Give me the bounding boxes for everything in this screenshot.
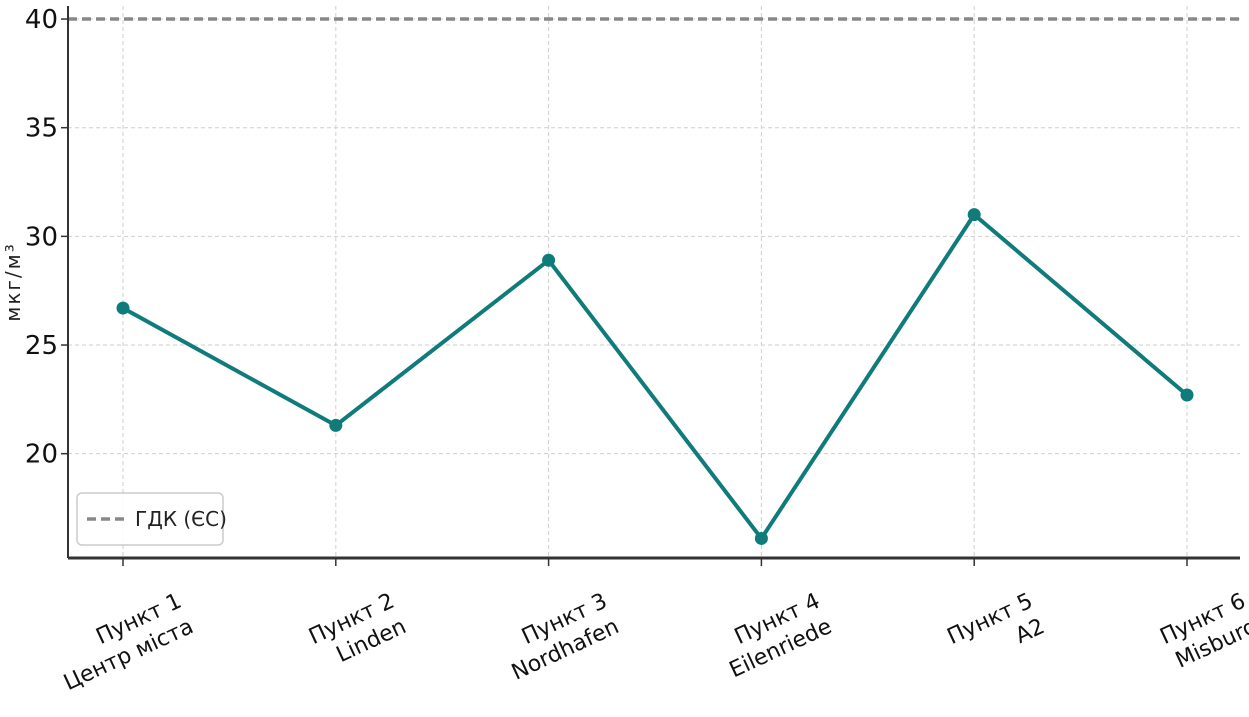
legend-box — [76, 492, 224, 546]
data-point — [754, 531, 768, 545]
y-tick-label: 20 — [25, 440, 58, 470]
series-group — [116, 208, 1194, 545]
x-tick-label: Пункт 1Центр міста — [48, 589, 197, 696]
x-tick-label: Пункт 4Eilenriede — [714, 589, 836, 683]
legend: ГДК (ЄС) — [76, 492, 227, 546]
y-tick-label: 40 — [25, 5, 58, 35]
y-tick-label: 30 — [25, 222, 58, 252]
y-tick-label: 35 — [25, 114, 58, 144]
legend-label: ГДК (ЄС) — [135, 507, 227, 531]
series-line — [122, 212, 1189, 541]
y-tick-label: 25 — [25, 331, 58, 361]
data-point — [542, 253, 556, 267]
x-tick-label: Пункт 2Linden — [305, 589, 410, 676]
x-tick-label: Пункт 3Nordhafen — [496, 589, 623, 686]
data-point — [967, 208, 981, 222]
axes — [67, 6, 1240, 560]
x-tick-label: Пункт 6Misburg — [1156, 589, 1249, 676]
data-point — [329, 418, 343, 432]
data-point — [116, 301, 130, 315]
grid — [68, 6, 1240, 558]
y-axis-label: мкг/м³ — [1, 242, 25, 322]
data-point — [1180, 388, 1194, 402]
tick-labels: 20 25 30 35 40 Пункт 1Центр міста Пункт 2Linde… — [25, 5, 1249, 696]
x-tick-label: Пункт 5A2 — [944, 589, 1049, 676]
